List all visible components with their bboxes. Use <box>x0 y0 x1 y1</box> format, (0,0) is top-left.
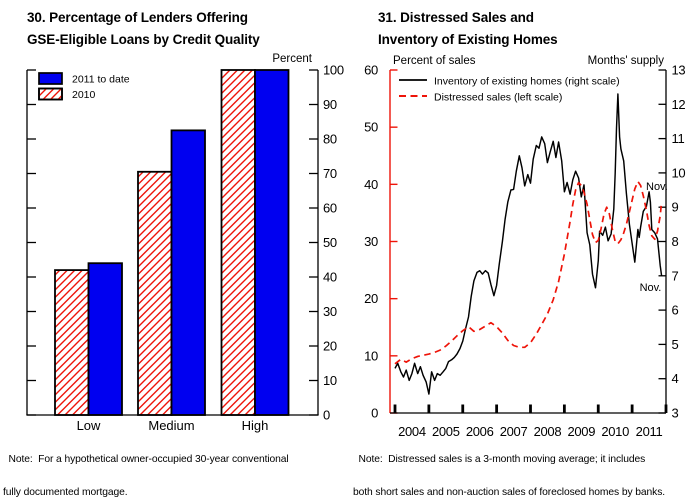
right-tick-label: 3 <box>672 406 679 421</box>
right-tick-label: 8 <box>672 234 679 249</box>
x-year-label: 2011 <box>636 424 663 439</box>
left-tick-label: 50 <box>364 120 378 135</box>
legend-label-2011: 2011 to date <box>72 74 130 86</box>
left-tick-label: 30 <box>364 234 378 249</box>
bar-2010-medium <box>137 170 173 416</box>
legend-label-distressed: Distressed sales (left scale) <box>434 92 562 104</box>
x-year-label: 2005 <box>432 424 460 439</box>
y-tick-label: 80 <box>323 132 337 147</box>
right-tick-label: 6 <box>672 303 679 318</box>
left-axis-title: Percent of sales <box>393 55 476 67</box>
right-axis-title: Months' supply <box>588 55 665 67</box>
x-category-label: Low <box>77 418 101 433</box>
annotation-nov-red: Nov. <box>646 181 668 193</box>
bar-2011-high <box>254 69 290 416</box>
chart-31-title: 31. Distressed Sales and Inventory of Ex… <box>378 7 558 51</box>
chart-31-panel: 31. Distressed Sales and Inventory of Ex… <box>350 0 700 497</box>
y-tick-label: 40 <box>323 270 337 285</box>
x-year-label: 2007 <box>500 424 528 439</box>
right-tick-label: 9 <box>672 200 679 215</box>
bar-2010-low <box>54 269 90 416</box>
chart-30-title: 30. Percentage of Lenders Offering GSE-E… <box>27 7 260 51</box>
y-tick-label: 50 <box>323 235 337 250</box>
note-line: Note: For a hypothetical owner-occupied … <box>3 453 289 465</box>
x-year-label: 2006 <box>466 424 494 439</box>
left-tick-label: 60 <box>364 63 378 78</box>
left-tick-label: 10 <box>364 348 378 363</box>
note-line: fully documented mortgage. <box>3 486 128 497</box>
bar-2010-high <box>220 69 256 416</box>
right-tick-label: 10 <box>672 165 686 180</box>
legend-label-inventory: Inventory of existing homes (right scale… <box>434 76 620 88</box>
right-tick-label: 11 <box>672 131 685 146</box>
y-axis-title: Percent <box>272 53 312 65</box>
bar-2011-low <box>87 262 123 416</box>
x-year-label: 2009 <box>567 424 595 439</box>
y-tick-label: 100 <box>323 63 344 78</box>
x-year-label: 2010 <box>601 424 629 439</box>
legend-swatch-2011 <box>38 72 63 85</box>
x-year-label: 2008 <box>534 424 562 439</box>
x-category-label: Medium <box>148 418 194 433</box>
series-inventory-line <box>394 93 663 395</box>
chart-31-note: Note: Distressed sales is a 3-month movi… <box>353 433 665 497</box>
x-year-label: 2004 <box>398 424 426 439</box>
y-tick-label: 30 <box>323 304 337 319</box>
chart-30-panel: 30. Percentage of Lenders Offering GSE-E… <box>3 7 344 497</box>
left-tick-label: 0 <box>371 406 378 421</box>
right-tick-label: 5 <box>672 337 679 352</box>
chart-30-plot: 0 10 20 30 40 50 60 70 80 90 100 Percent Low Medium Hi… <box>26 53 344 433</box>
x-category-label: High <box>242 418 269 433</box>
note-line: Note: Distressed sales is a 3-month movi… <box>353 453 646 465</box>
y-tick-label: 0 <box>323 408 330 423</box>
right-tick-label: 4 <box>672 371 679 386</box>
right-tick-label: 12 <box>672 97 686 112</box>
y-tick-label: 20 <box>323 339 337 354</box>
right-tick-label: 7 <box>672 268 679 283</box>
legend-swatch-2010 <box>38 87 63 101</box>
chart-31-title-line-1: 31. Distressed Sales and <box>378 10 534 25</box>
y-tick-label: 10 <box>323 373 337 388</box>
chart-31-plot: 0 10 20 30 40 50 60 Percent of sales 3 4 5 6 7 8 9 10 11… <box>364 55 686 439</box>
chart-31-title-line-2: Inventory of Existing Homes <box>378 32 558 47</box>
y-tick-label: 60 <box>323 201 337 216</box>
note-line: both short sales and non-auction sales o… <box>353 486 666 497</box>
series-distressed-line <box>394 180 663 365</box>
y-tick-label: 70 <box>323 166 337 181</box>
chart-30-title-line-2: GSE-Eligible Loans by Credit Quality <box>27 32 260 47</box>
left-tick-label: 40 <box>364 177 378 192</box>
annotation-nov-black: Nov. <box>640 282 662 294</box>
left-tick-label: 20 <box>364 291 378 306</box>
chart-30-note: Note: For a hypothetical owner-occupied … <box>3 433 289 497</box>
legend-label-2010: 2010 <box>72 89 96 101</box>
chart-30-title-line-1: 30. Percentage of Lenders Offering <box>27 10 248 25</box>
right-tick-label: 13 <box>672 63 686 78</box>
bar-2011-medium <box>170 129 206 416</box>
y-tick-label: 90 <box>323 97 337 112</box>
